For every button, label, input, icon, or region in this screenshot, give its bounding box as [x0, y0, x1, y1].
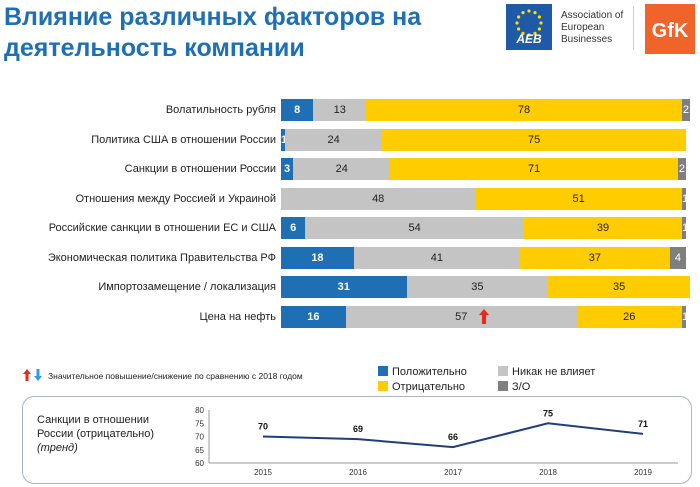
bar-segment-positive: 1 — [281, 128, 286, 151]
legend-positive: Положительно — [378, 366, 467, 378]
trend-y-tick-label: 75 — [195, 419, 204, 428]
bar-segment-neutral: 13 — [313, 99, 367, 121]
trend-x-tick-label: 2018 — [539, 468, 557, 477]
bar-segment-positive: 6 — [281, 217, 306, 239]
trend-x-tick-label: 2017 — [444, 468, 462, 477]
trend-x-tick-label: 2016 — [349, 468, 367, 477]
trend-title-block: Санкции в отношении России (отрицательно… — [37, 413, 167, 455]
row-label-economic-policy: Экономическая политика Правительства РФ — [47, 251, 276, 264]
bar-segment-no-answer: 1 — [681, 217, 686, 239]
gfk-logo-background — [645, 4, 695, 54]
bar-segment-positive: 3 — [281, 158, 294, 180]
row-label-russia-ukraine: Отношения между Россией и Украиной — [75, 192, 276, 205]
bar-segment-no-answer: 2 — [681, 99, 691, 121]
trend-y-tick-label: 80 — [195, 406, 204, 415]
bar-segment-neutral: 48 — [281, 187, 476, 210]
bar-segment-neutral: 54 — [305, 217, 524, 239]
bar-segment-positive: 16 — [281, 305, 346, 328]
legend-swatch-no-answer — [498, 381, 508, 391]
bar-segment-positive: 18 — [281, 246, 354, 269]
bar-segment-negative: 75 — [382, 128, 686, 151]
gfk-logo-text: GfK — [652, 20, 689, 42]
trend-data-label: 69 — [353, 424, 363, 434]
trend-data-label: 66 — [448, 432, 458, 442]
logo-divider — [633, 6, 634, 50]
bar-segment-no-answer: 1 — [681, 305, 686, 328]
row-label-oil-price: Цена на нефть — [199, 310, 276, 323]
bar-segment-positive: 31 — [281, 276, 407, 298]
significance-arrows-icon — [23, 369, 42, 381]
legend-neutral: Никак не влияет — [498, 366, 595, 378]
bar-segment-neutral: 24 — [293, 158, 391, 180]
bar-segment-negative: 39 — [524, 217, 682, 239]
eu-stars-icon — [515, 9, 543, 37]
legend-label-negative: Отрицательно — [392, 381, 466, 393]
legend-swatch-neutral — [498, 366, 508, 376]
trend-x-tick-label: 2019 — [634, 468, 652, 477]
page-title: Влияние различных факторов на деятельнос… — [4, 3, 422, 62]
bar-segment-no-answer: 2 — [677, 158, 686, 180]
legend-no-answer: З/О — [498, 381, 530, 393]
trend-y-tick-label: 60 — [195, 459, 204, 468]
row-label-import-substitution: Импортозамещение / локализация — [98, 281, 276, 293]
bar-segment-negative: 37 — [519, 246, 670, 269]
bar-segment-neutral: 35 — [406, 276, 549, 298]
trend-subtitle: (тренд) — [37, 442, 78, 454]
trend-title: Санкции в отношении России (отрицательно… — [37, 414, 155, 440]
row-label-sanctions-russia: Санкции в отношении России — [124, 163, 276, 175]
gfk-logo: GfK — [645, 4, 695, 54]
trend-y-tick-label: 70 — [195, 433, 204, 442]
legend-swatch-positive — [378, 366, 388, 376]
bar-segment-positive: 8 — [281, 99, 314, 121]
bar-segment-negative: 51 — [475, 187, 682, 210]
aeb-abbr: AEB — [516, 32, 542, 46]
trend-panel: Санкции в отношении России (отрицательно… — [22, 396, 692, 484]
significance-note-text: Значительное повышение/снижение по сравн… — [48, 371, 303, 381]
trend-line-chart: 80 75 70 65 60 2015 2016 2017 2018 2019 70 69 66 75 71 — [195, 406, 678, 477]
row-label-russian-sanctions: Российские санкции в отношении ЕС и США — [48, 222, 276, 234]
aeb-logo: AEB — [506, 4, 552, 50]
legend-negative: Отрицательно — [378, 381, 465, 393]
bar-segment-neutral: 57 — [345, 305, 577, 328]
legend-swatch-negative — [378, 381, 388, 391]
bar-segment-negative: 71 — [390, 158, 678, 180]
trend-x-tick-label: 2015 — [254, 468, 272, 477]
row-label-ruble-volatility: Волатильность рубля — [165, 104, 276, 116]
significance-up-arrow-icon — [479, 308, 490, 324]
trend-y-tick-label: 65 — [195, 446, 204, 455]
aeb-name: Association of European Businesses — [561, 10, 624, 45]
bar-segment-no-answer: 4 — [669, 246, 686, 269]
bar-segment-negative: 35 — [548, 276, 691, 298]
row-label-us-policy: Политика США в отношении России — [91, 133, 276, 146]
significance-up-arrow-shape — [479, 308, 490, 324]
trend-series-line — [262, 422, 644, 449]
bar-segment-no-answer: 1 — [681, 187, 686, 210]
legend-label-no-answer: З/О — [512, 381, 531, 393]
trend-data-label: 71 — [638, 419, 648, 429]
trend-data-label: 70 — [258, 422, 268, 432]
legend-label-positive: Положительно — [392, 366, 467, 378]
legend-label-neutral: Никак не влияет — [512, 366, 596, 378]
bar-segment-negative: 78 — [366, 99, 682, 121]
bar-segment-negative: 26 — [576, 305, 682, 328]
bar-segment-neutral: 24 — [285, 128, 383, 151]
trend-data-label: 75 — [543, 408, 553, 418]
bar-segment-neutral: 41 — [353, 246, 520, 269]
